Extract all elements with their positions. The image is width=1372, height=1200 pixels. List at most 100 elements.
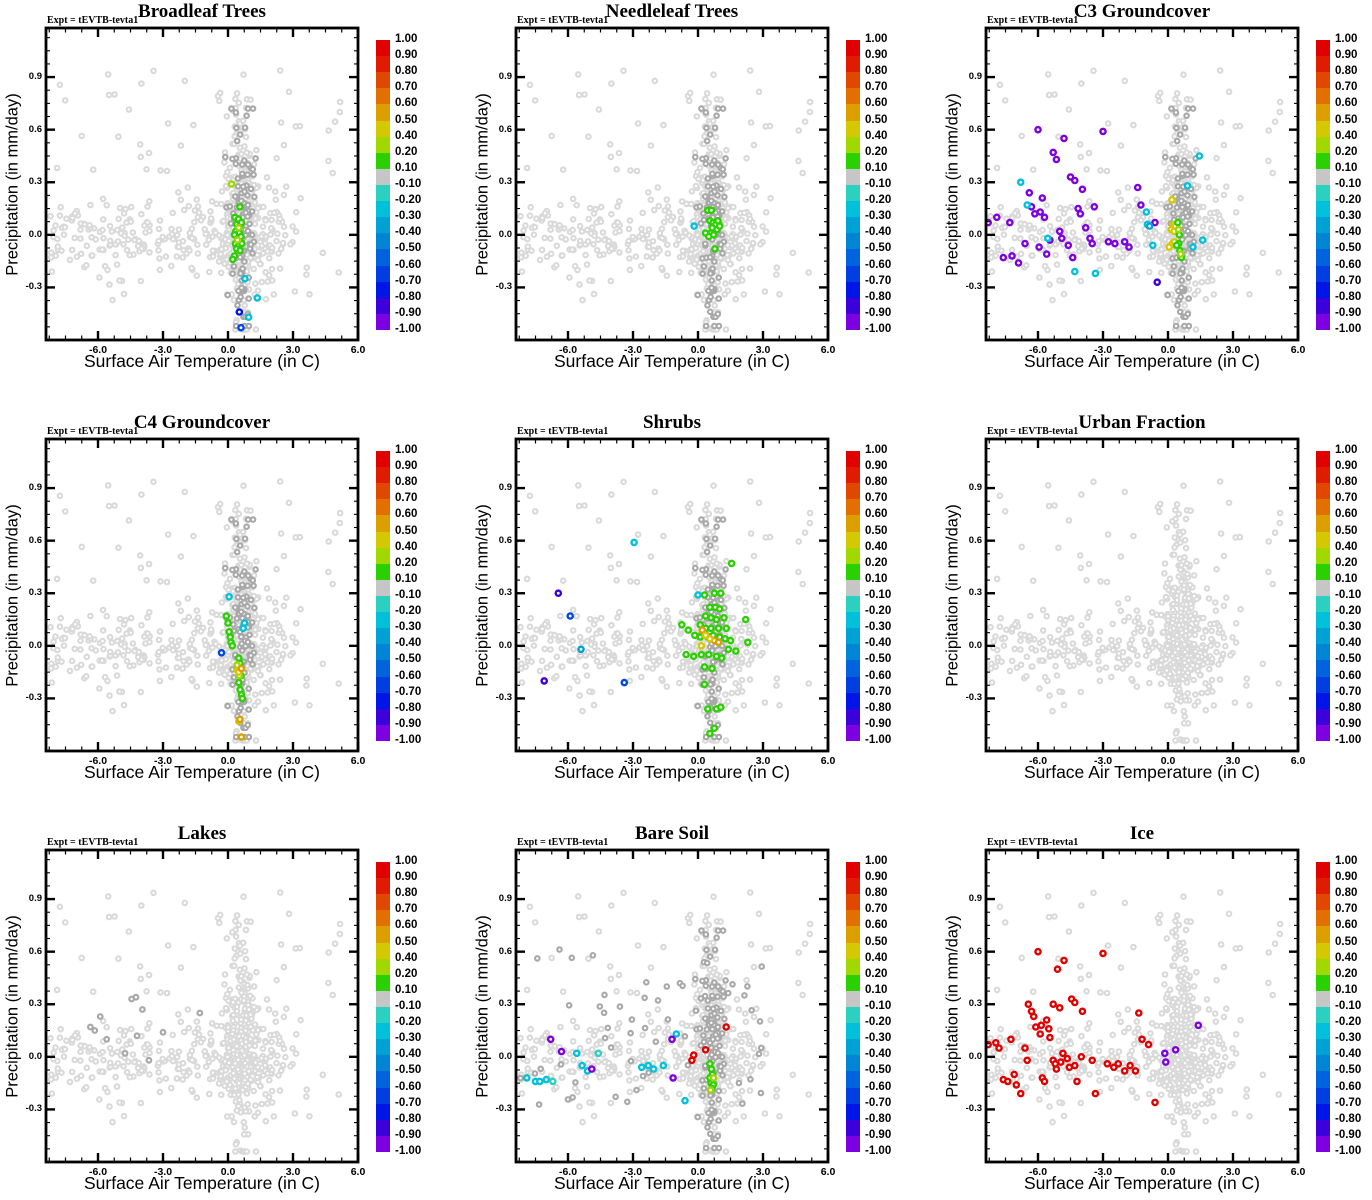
colorbar-segment: [1316, 1006, 1330, 1024]
x-tick-label: 6.0: [350, 1166, 366, 1178]
colorbar-label: 0.70: [395, 903, 418, 916]
colorbar-segment: [846, 563, 860, 580]
scatter-plot-canvas: [44, 26, 360, 342]
colorbar-segment: [1316, 120, 1330, 137]
panel-title: Bare Soil: [634, 823, 710, 844]
colorbar-segment: [376, 942, 390, 959]
x-tick-label: -6.0: [1028, 755, 1048, 767]
colorbar-segment: [376, 1071, 390, 1088]
x-tick-label: 3.0: [285, 1166, 301, 1178]
colorbar-label: 0.70: [395, 81, 418, 94]
colorbar-segment: [846, 579, 860, 596]
colorbar-segment: [846, 1055, 860, 1072]
scatter-plot-canvas: [984, 26, 1300, 342]
colorbar-segment: [846, 612, 860, 629]
colorbar-segment: [1316, 88, 1330, 105]
colorbar-segment: [1316, 1039, 1330, 1056]
x-tick-label: 0.0: [220, 344, 236, 356]
colorbar-label: -0.10: [865, 589, 892, 601]
x-tick-label: 6.0: [820, 755, 836, 767]
colorbar-segment: [376, 692, 390, 709]
experiment-label: Expt = tEVTB-tevta1: [987, 15, 1079, 26]
colorbar-label: -0.80: [1335, 1112, 1362, 1125]
y-tick-label: -0.3: [495, 1103, 512, 1115]
colorbar-label: 0.20: [865, 556, 888, 569]
colorbar-label: 0.10: [865, 572, 888, 585]
colorbar-label: -0.40: [1335, 226, 1362, 239]
colorbar-label: 0.60: [395, 919, 418, 932]
colorbar-label: 0.40: [395, 951, 418, 964]
colorbar-label: 0.40: [395, 129, 418, 142]
y-tick-label: 0.6: [28, 123, 42, 135]
x-tick-label: -3.0: [623, 755, 643, 767]
colorbar-label: -1.00: [865, 1145, 892, 1157]
y-tick-label: 0.3: [28, 998, 42, 1010]
colorbar-label: 0.90: [1335, 871, 1358, 884]
colorbar-label: 1.00: [395, 855, 418, 867]
y-tick-label: 0.6: [28, 534, 42, 546]
colorbar-label: -0.20: [395, 1016, 422, 1029]
y-tick-label: 0.9: [498, 71, 512, 83]
colorbar-segment: [376, 265, 390, 282]
colorbar-segment: [846, 708, 860, 725]
colorbar-label: -0.20: [1335, 605, 1362, 618]
colorbar-label: -0.50: [1335, 1064, 1362, 1077]
colorbar-label: 0.50: [1335, 935, 1358, 948]
colorbar-segment: [376, 547, 390, 564]
colorbar-segment: [376, 217, 390, 234]
colorbar-segment: [376, 297, 390, 314]
colorbar-segment: [846, 1071, 860, 1088]
colorbar-segment: [1316, 104, 1330, 121]
colorbar-segment: [1316, 942, 1330, 959]
colorbar-segment: [846, 152, 860, 169]
colorbar-segment: [376, 595, 390, 613]
y-tick-label: -0.3: [965, 692, 982, 704]
x-tick-label: 3.0: [1225, 344, 1241, 356]
y-tick-label: 0.0: [968, 1050, 982, 1062]
colorbar-segment: [846, 467, 860, 484]
colorbar-label: 1.00: [865, 855, 888, 867]
colorbar-label: -0.70: [865, 1096, 892, 1109]
x-tick-label: 0.0: [220, 755, 236, 767]
colorbar-label: 1.00: [865, 33, 888, 45]
y-tick-label: 0.0: [498, 228, 512, 240]
colorbar-segment: [376, 56, 390, 73]
x-tick-label: 0.0: [690, 755, 706, 767]
colorbar-segment: [376, 515, 390, 532]
colorbar-label: -0.10: [395, 589, 422, 601]
colorbar-label: -0.20: [1335, 1016, 1362, 1029]
y-tick-label: 0.3: [968, 176, 982, 188]
colorbar-segment: [1316, 692, 1330, 709]
colorbar-label: -0.50: [395, 653, 422, 666]
x-axis-title: Surface Air Temperature (in C): [83, 1173, 321, 1193]
colorbar-segment: [846, 1119, 860, 1136]
colorbar-label: -0.30: [1335, 621, 1362, 634]
scatter-panel: Urban Fraction Expt = tEVTB-tevta1 Preci…: [940, 411, 1372, 822]
scatter-panel: Ice Expt = tEVTB-tevta1 Precipitation (i…: [940, 822, 1372, 1200]
x-axis-title: Surface Air Temperature (in C): [1023, 351, 1261, 371]
colorbar-segment: [846, 184, 860, 202]
colorbar-label: 0.10: [1335, 572, 1358, 585]
scatter-panel: Lakes Expt = tEVTB-tevta1 Precipitation …: [0, 822, 470, 1200]
colorbar-segment: [376, 724, 390, 741]
y-tick-label: 0.0: [28, 228, 42, 240]
colorbar-segment: [1316, 547, 1330, 564]
colorbar-label: -0.80: [1335, 701, 1362, 714]
colorbar-label: -0.60: [395, 258, 422, 271]
colorbar-label: 0.20: [395, 967, 418, 980]
experiment-label: Expt = tEVTB-tevta1: [517, 15, 609, 26]
colorbar-segment: [846, 217, 860, 234]
colorbar-label: -0.70: [1335, 274, 1362, 287]
experiment-label: Expt = tEVTB-tevta1: [987, 837, 1079, 848]
colorbar-label: -0.80: [1335, 290, 1362, 303]
colorbar-label: -0.40: [395, 637, 422, 650]
colorbar-segment: [846, 644, 860, 661]
colorbar-label: -0.30: [395, 621, 422, 634]
colorbar-segment: [1316, 1071, 1330, 1088]
colorbar-label: 0.60: [1335, 919, 1358, 932]
x-tick-label: 3.0: [285, 755, 301, 767]
experiment-label: Expt = tEVTB-tevta1: [517, 837, 609, 848]
colorbar-segment: [1316, 265, 1330, 282]
colorbar-segment: [1316, 958, 1330, 975]
colorbar-label: -1.00: [865, 323, 892, 335]
